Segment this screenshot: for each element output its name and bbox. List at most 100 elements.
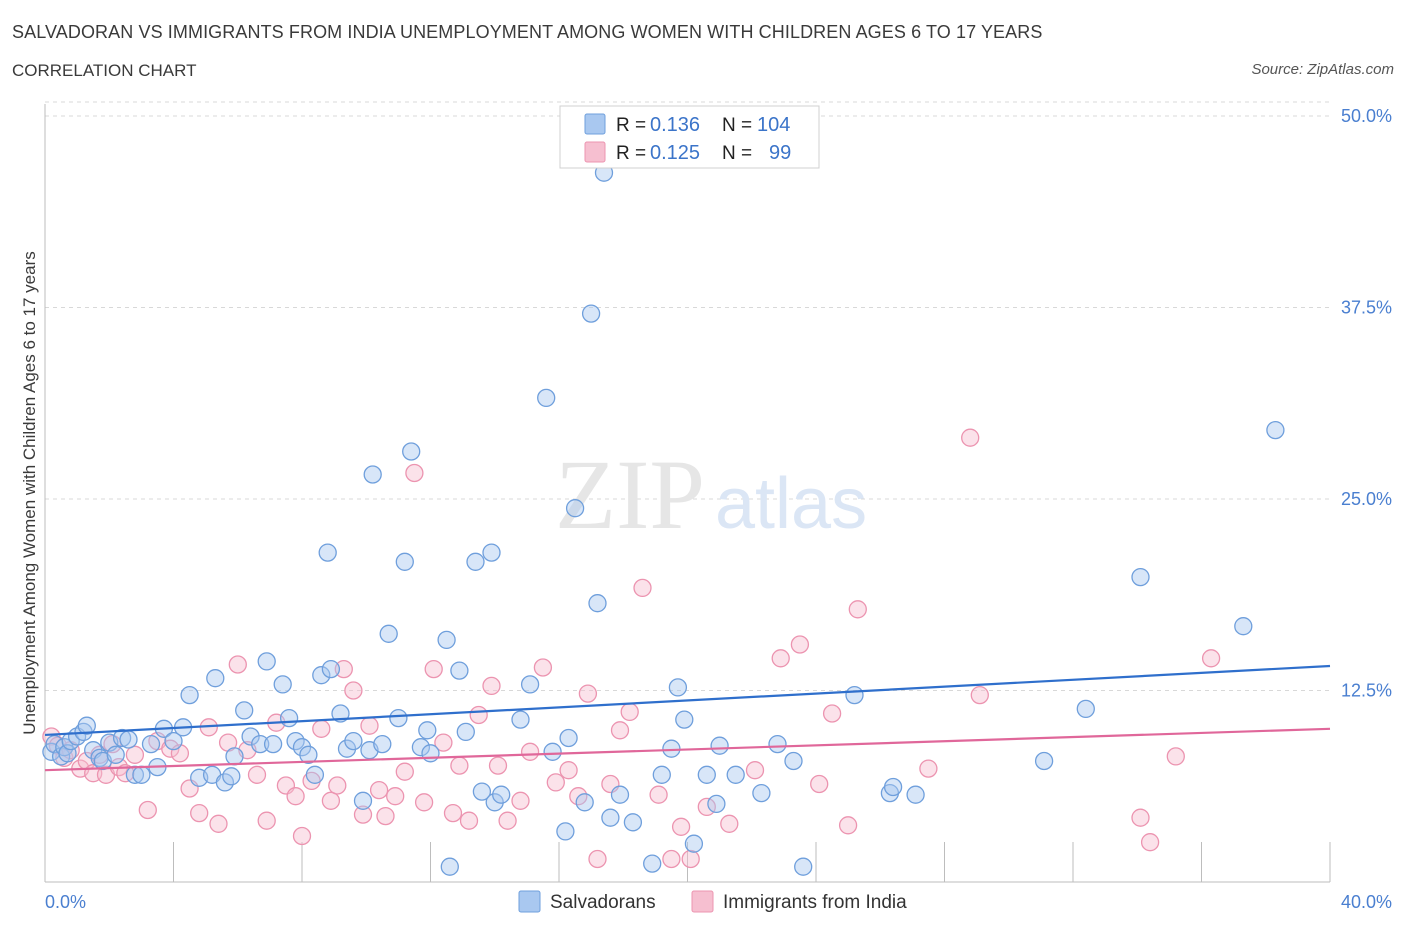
- salvadorans-point-103: [1266, 420, 1285, 440]
- india-point-79: [961, 428, 980, 447]
- india-point-78: [919, 759, 938, 778]
- salvadorans-point-42: [318, 543, 337, 562]
- india-point-84: [1201, 649, 1221, 668]
- legend-r-label-1: R =: [616, 115, 646, 136]
- india-point-80: [970, 685, 989, 705]
- india-point-35: [344, 681, 363, 700]
- salvadorans-point-41: [312, 666, 331, 685]
- salvadorans-point-86: [684, 834, 704, 853]
- legend-n-value-2: 99: [769, 142, 791, 164]
- legend-n-label-1: N =: [722, 115, 752, 136]
- y-axis-label: Unemployment Among Women with Children A…: [20, 251, 39, 735]
- salvadorans-point-60: [450, 661, 469, 680]
- india-point-67: [671, 817, 691, 836]
- salvadorans-point-69: [537, 388, 556, 408]
- salvadorans-point-55: [411, 738, 431, 757]
- y-tick-label-1: 25.0%: [1341, 489, 1392, 509]
- salvadorans-point-35: [273, 675, 292, 694]
- india-point-56: [546, 773, 565, 792]
- y-tick-label-0: 12.5%: [1341, 681, 1392, 701]
- india-point-62: [610, 721, 630, 740]
- india-point-47: [450, 756, 469, 775]
- salvadorans-point-61: [456, 722, 475, 742]
- bottom-legend-label-india: Immigrants from India: [723, 892, 907, 913]
- chart-subtitle: CORRELATION CHART: [12, 61, 197, 80]
- trend-lines: [44, 664, 1331, 772]
- salvadorans-point-74: [575, 793, 594, 812]
- salvadorans-point-49: [363, 465, 382, 484]
- india-point-37: [360, 716, 379, 735]
- salvadorans-point-64: [482, 543, 501, 562]
- salvadorans-point-66: [492, 785, 511, 804]
- salvadorans-point-100: [1076, 699, 1095, 719]
- india-point-22: [228, 655, 247, 674]
- legend-swatch-salvadorans: [584, 113, 606, 135]
- india-point-32: [321, 791, 341, 810]
- salvadorans-point-29: [225, 747, 244, 766]
- salvadorans-point-87: [697, 765, 716, 784]
- india-point-34: [334, 659, 353, 679]
- salvadorans-point-92: [768, 734, 787, 754]
- india-point-63: [620, 702, 639, 722]
- salvadorans-point-73: [565, 499, 585, 518]
- india-point-43: [414, 793, 434, 812]
- salvadorans-point-17: [132, 765, 151, 784]
- india-point-77: [848, 600, 867, 619]
- salvadorans-point-70: [543, 742, 562, 761]
- india-trend-line: [44, 727, 1331, 772]
- salvadorans-point-81: [643, 854, 662, 873]
- india-point-33: [328, 776, 347, 795]
- india-point-54: [520, 742, 540, 761]
- salvadorans-point-39: [299, 745, 318, 764]
- salvadorans-point-101: [1131, 567, 1150, 587]
- salvadorans-point-84: [668, 678, 688, 697]
- salvadorans-point-23: [180, 685, 199, 705]
- india-point-64: [633, 578, 652, 598]
- salvadorans-point-71: [556, 822, 575, 841]
- salvadorans-point-83: [662, 739, 681, 758]
- india-point-76: [838, 816, 858, 835]
- india-point-36: [353, 805, 373, 824]
- salvadorans-point-31: [241, 727, 260, 746]
- india-point-42: [405, 463, 424, 483]
- india-point-46: [443, 803, 463, 823]
- india-point-75: [822, 704, 842, 723]
- watermark: ZIP atlas: [555, 439, 867, 550]
- india-point-81: [1131, 808, 1150, 827]
- salvadorans-point-56: [418, 721, 437, 740]
- salvadorans-point-98: [906, 785, 925, 804]
- india-point-73: [790, 635, 810, 654]
- salvadorans-point-40: [305, 765, 325, 784]
- india-point-44: [424, 659, 443, 679]
- india-point-59: [578, 684, 598, 703]
- salvadorans-point-26: [206, 669, 225, 688]
- salvadorans-point-63: [472, 782, 492, 801]
- salvadorans-point-91: [752, 783, 771, 803]
- source-credit: Source: ZipAtlas.com: [1251, 61, 1394, 78]
- salvadorans-point-72: [559, 728, 578, 748]
- salvadorans-point-36: [279, 708, 299, 728]
- india-point-24: [247, 765, 267, 784]
- watermark-zip: ZIP: [555, 439, 705, 550]
- india-point-68: [681, 849, 700, 869]
- india-point-49: [469, 705, 488, 725]
- india-point-38: [369, 780, 389, 800]
- bottom-legend-swatch-salvadorans: [518, 890, 541, 913]
- salvadorans-point-14: [112, 728, 132, 748]
- y-tick-label-3: 50.0%: [1341, 106, 1392, 126]
- salvadorans-point-58: [437, 630, 456, 650]
- y-tick-labels: 12.5% 25.0% 37.5% 50.0%: [1341, 106, 1392, 701]
- salvadorans-point-21: [164, 731, 183, 751]
- india-point-66: [662, 849, 681, 869]
- india-point-65: [649, 785, 668, 804]
- salvadorans-point-102: [1234, 617, 1253, 636]
- salvadorans-point-15: [119, 730, 138, 749]
- salvadorans-point-8: [77, 716, 96, 735]
- salvadorans-point-13: [106, 745, 125, 764]
- salvadorans-point-30: [235, 701, 254, 720]
- salvadorans-point-51: [379, 624, 398, 643]
- india-point-55: [533, 658, 553, 677]
- salvadorans-point-65: [485, 793, 504, 812]
- salvadorans-point-52: [389, 708, 408, 728]
